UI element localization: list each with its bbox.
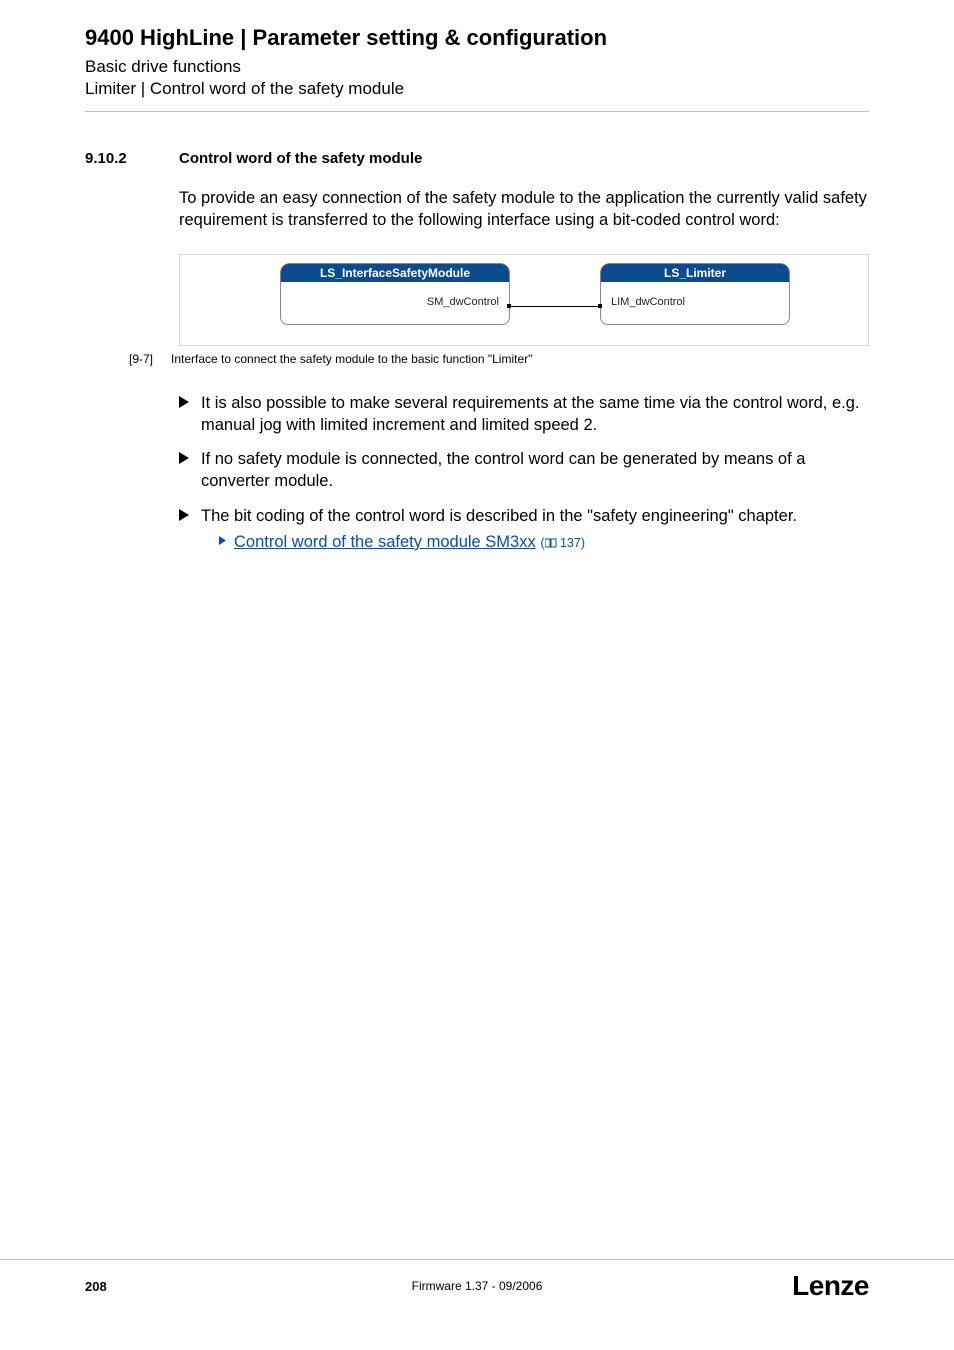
caption-text: Interface to connect the safety module t… (171, 352, 532, 366)
bullet-text-1: It is also possible to make several requ… (201, 392, 869, 437)
header-subtitle-2: Limiter | Control word of the safety mod… (85, 79, 869, 99)
wire-port-right (598, 304, 602, 308)
page-number: 208 (85, 1279, 107, 1294)
page-ref-number: 137) (560, 536, 585, 550)
bullet-item: If no safety module is connected, the co… (179, 448, 869, 493)
block-right-port: LIM_dwControl (601, 282, 789, 324)
header-divider (85, 111, 869, 112)
triangle-bullet-icon (179, 505, 191, 554)
connection-wire (510, 306, 600, 307)
triangle-bullet-icon (179, 392, 191, 437)
wire-port-left (507, 304, 511, 308)
firmware-version: Firmware 1.37 - 09/2006 (412, 1279, 543, 1293)
interface-diagram: LS_InterfaceSafetyModule SM_dwControl LS… (179, 254, 869, 346)
page-footer: 208 Firmware 1.37 - 09/2006 Lenze (0, 1259, 954, 1302)
bullet-text-2: If no safety module is connected, the co… (201, 448, 869, 493)
intro-paragraph: To provide an easy connection of the saf… (179, 187, 869, 232)
header-subtitle-1: Basic drive functions (85, 57, 869, 77)
bullet-text-3: The bit coding of the control word is de… (201, 507, 797, 525)
block-left-title: LS_InterfaceSafetyModule (281, 264, 509, 282)
figure-caption: [9-7] Interface to connect the safety mo… (129, 352, 869, 366)
block-ls-limiter: LS_Limiter LIM_dwControl (600, 263, 790, 325)
section-title: Control word of the safety module (179, 150, 422, 167)
triangle-bullet-icon (179, 448, 191, 493)
page-reference: ( 137) (540, 536, 585, 550)
block-ls-interface-safety-module: LS_InterfaceSafetyModule SM_dwControl (280, 263, 510, 325)
small-triangle-icon (219, 531, 226, 553)
lenze-logo: Lenze (792, 1270, 869, 1302)
link-control-word-sm3xx[interactable]: Control word of the safety module SM3xx (234, 533, 536, 551)
caption-number: [9-7] (129, 352, 153, 366)
block-left-port: SM_dwControl (281, 282, 509, 324)
block-right-title: LS_Limiter (601, 264, 789, 282)
bullet-item: The bit coding of the control word is de… (179, 505, 869, 554)
page-title: 9400 HighLine | Parameter setting & conf… (85, 25, 869, 51)
section-number: 9.10.2 (85, 150, 155, 167)
bullet-item: It is also possible to make several requ… (179, 392, 869, 437)
